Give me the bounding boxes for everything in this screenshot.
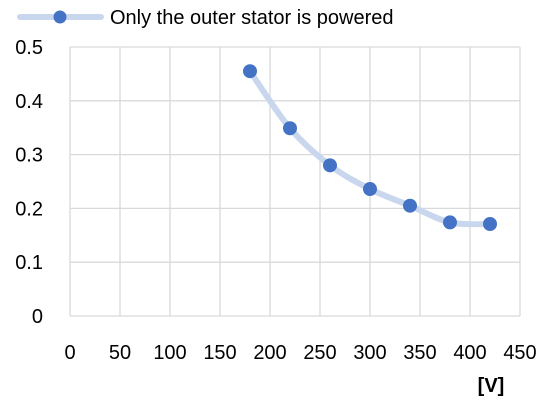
- legend-marker-swatch: [53, 10, 67, 24]
- data-points: [243, 64, 497, 232]
- x-tick-label: 450: [503, 342, 536, 364]
- x-tick-label: 350: [403, 342, 436, 364]
- x-tick-label: 250: [303, 342, 336, 364]
- x-axis-unit-label: [V]: [478, 375, 505, 397]
- x-tick-label: 50: [109, 342, 131, 364]
- x-tick-label: 0: [64, 342, 75, 364]
- x-axis-tick-labels: 0 50 100 150 200 250 300 350 400 450: [64, 342, 536, 364]
- y-tick-label: 0.3: [15, 145, 43, 167]
- y-tick-label: 0.2: [15, 198, 43, 220]
- y-tick-label: 0.1: [15, 252, 43, 274]
- x-tick-label: 200: [253, 342, 286, 364]
- data-point: [483, 217, 497, 232]
- legend: Only the outer stator is powered: [17, 7, 393, 29]
- x-tick-label: 300: [353, 342, 386, 364]
- legend-label: Only the outer stator is powered: [110, 7, 393, 29]
- x-tick-label: 100: [153, 342, 186, 364]
- x-tick-label: 150: [203, 342, 236, 364]
- data-point: [283, 121, 297, 136]
- grid-lines: [69, 46, 521, 317]
- data-point: [443, 215, 457, 230]
- data-point: [243, 64, 257, 79]
- data-point: [363, 182, 377, 197]
- x-tick-label: 400: [453, 342, 486, 364]
- y-axis-tick-labels: 0 0.1 0.2 0.3 0.4 0.5: [15, 37, 43, 328]
- data-point: [323, 158, 337, 173]
- y-tick-label: 0.4: [15, 91, 43, 113]
- data-point: [403, 198, 417, 213]
- y-tick-label: 0.5: [15, 37, 43, 59]
- y-tick-label: 0: [32, 306, 43, 328]
